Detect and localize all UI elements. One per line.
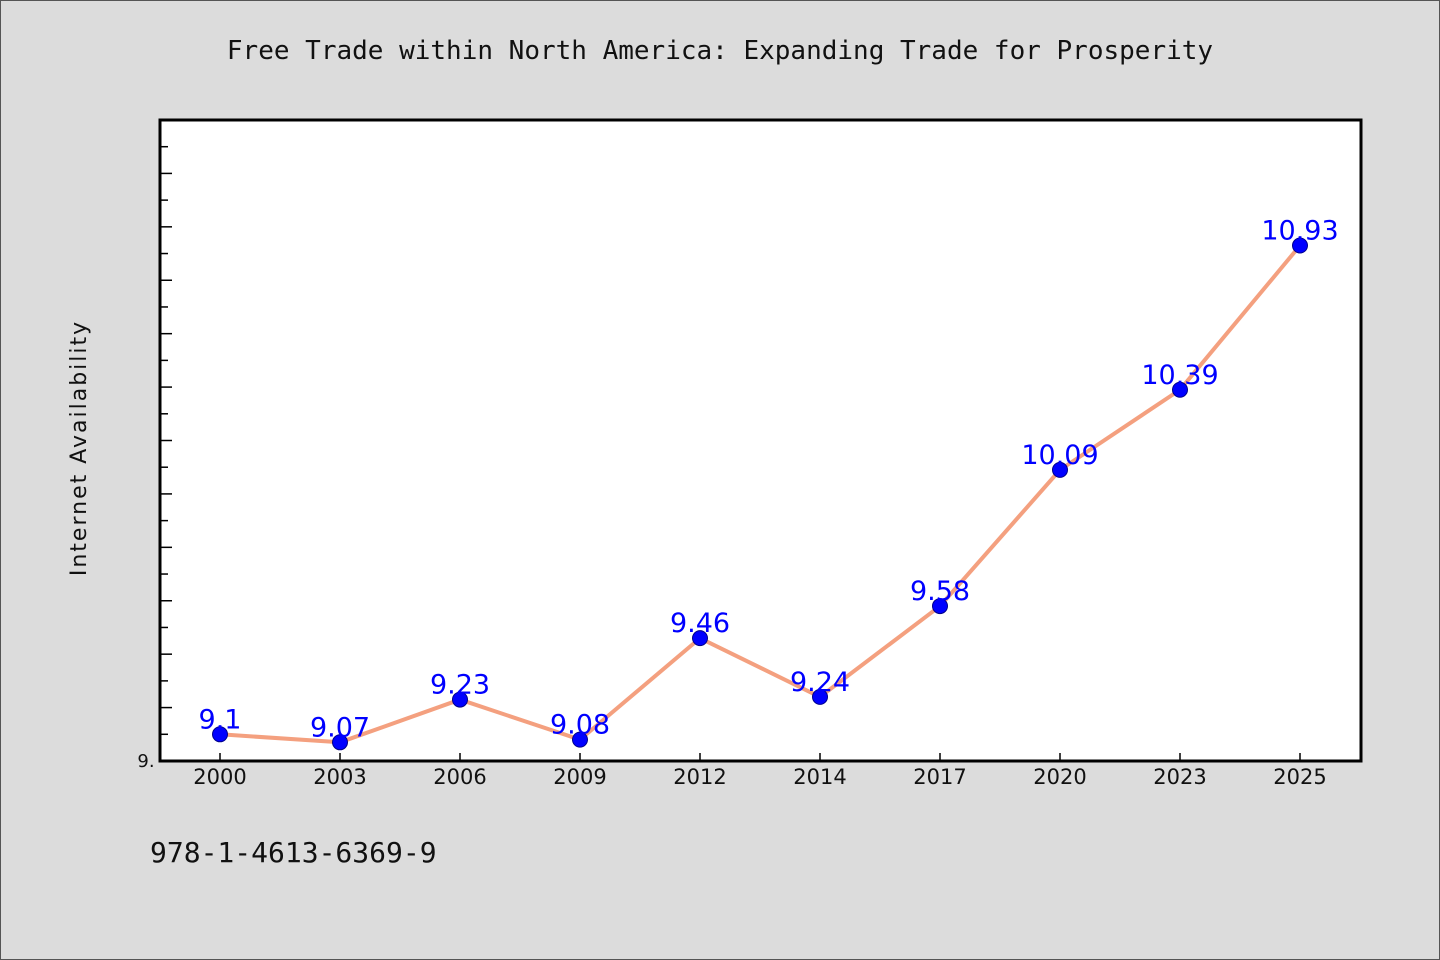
data-point bbox=[1052, 461, 1068, 478]
data-label: 9.07 bbox=[310, 712, 370, 743]
data-label: 10.09 bbox=[1021, 440, 1098, 471]
y-ticks bbox=[160, 145, 172, 736]
footer-code: 978-1-4613-6369-9 bbox=[150, 836, 437, 869]
data-label: 9.23 bbox=[430, 670, 490, 701]
x-tick-label: 2020 bbox=[1033, 765, 1086, 789]
data-point bbox=[332, 734, 348, 751]
y-tick-label: 9. bbox=[137, 751, 154, 772]
data-point bbox=[1172, 381, 1188, 398]
data-point bbox=[932, 598, 948, 615]
x-tick-label: 2003 bbox=[313, 765, 366, 789]
data-label: 10.93 bbox=[1261, 216, 1338, 247]
data-label: 9.46 bbox=[670, 608, 730, 639]
data-point bbox=[572, 731, 588, 748]
y-axis-label: Internet Availability bbox=[67, 320, 92, 576]
data-points bbox=[212, 237, 1308, 751]
x-tick-label: 2000 bbox=[193, 765, 246, 789]
x-tick-label: 2025 bbox=[1273, 765, 1326, 789]
data-point bbox=[812, 688, 828, 705]
data-label: 9.08 bbox=[550, 710, 610, 741]
data-point bbox=[1292, 237, 1308, 254]
x-tick-label: 2017 bbox=[913, 765, 966, 789]
x-tick-label: 2014 bbox=[793, 765, 846, 789]
data-label: 9.1 bbox=[199, 704, 242, 735]
x-tick-label: 2023 bbox=[1153, 765, 1206, 789]
x-tick-label: 2009 bbox=[553, 765, 606, 789]
x-tick-label: 2006 bbox=[433, 765, 486, 789]
data-label: 9.24 bbox=[790, 667, 850, 698]
series-line bbox=[218, 243, 1302, 745]
x-tick-label: 2012 bbox=[673, 765, 726, 789]
data-point bbox=[452, 691, 468, 708]
data-point bbox=[212, 726, 228, 743]
data-label: 10.39 bbox=[1141, 360, 1218, 391]
plot-area bbox=[158, 118, 1363, 763]
data-labels: 9.1 9.07 9.23 9.08 9.46 9.24 9.58 10.09 10.39 10.… bbox=[199, 216, 1339, 744]
data-label: 9.58 bbox=[910, 576, 970, 607]
chart-title: Free Trade within North America: Expandi… bbox=[226, 36, 1214, 66]
x-ticks: 2000 2003 2006 2009 2012 2014 2017 2020 2023 2025 bbox=[193, 753, 1327, 789]
data-point bbox=[692, 630, 708, 647]
